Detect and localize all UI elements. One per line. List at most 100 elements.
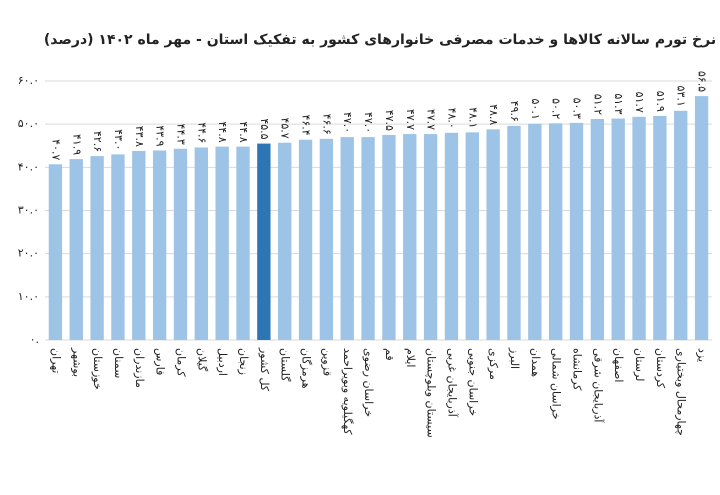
x-tick-label: هرمزگان [300,348,313,389]
bar [152,150,167,340]
x-tick-label: همدان [529,348,542,377]
bar [569,122,584,340]
x-tick-label: آذربایجان شرقی [591,348,605,423]
value-label: ۴۳.۹ [154,125,167,146]
x-tick-label: اصفهان [612,348,625,382]
value-label: ۴۵.۵ [258,118,271,139]
y-tick-label: ۱۰.۰ [18,290,39,303]
bar [236,146,250,340]
value-label: ۴۹.۶ [508,101,521,122]
x-tick-label: کرمانشاه [571,348,584,391]
bar [382,134,396,340]
bar [549,123,563,340]
value-label: ۵۰.۲ [550,98,563,119]
bar [486,129,500,340]
x-tick-label: کهگیلویه وبویراحمد [341,348,354,435]
value-label: ۴۷.۷ [425,109,438,130]
x-tick-label: سمنان [112,348,125,378]
value-label: ۴۲.۶ [91,131,104,152]
x-tick-label: خراسان شمالی [550,348,563,420]
value-label: ۴۶.۴ [300,114,313,135]
bar [361,137,375,340]
x-tick-label: فارس [154,348,167,375]
bar [278,142,292,340]
value-label: ۴۱.۹ [70,134,83,155]
x-tick-label: خراسان جنوبی [466,348,479,416]
bar [590,118,605,340]
bar [215,146,229,340]
bar [528,123,542,340]
value-label: ۴۴.۸ [237,121,250,142]
value-label: ۴۷.۷ [404,109,417,130]
value-label: ۴۳.۰ [112,129,125,150]
x-tick-label: تهران [49,348,62,373]
x-tick-label: البرز [508,347,521,369]
x-tick-label: قزوین [320,348,333,376]
x-tick-label: یزد [696,348,709,362]
y-tick-label: ۵۰.۰ [18,117,39,130]
x-tick-label: قم [383,348,396,361]
x-tick-label: کردستان [654,348,667,389]
bar [674,110,688,340]
bar [69,159,83,340]
chart-title: نرخ تورم سالانه کالاها و خدمات مصرفی خان… [44,32,716,48]
bar [90,156,104,340]
bar [444,132,459,340]
value-label: ۴۸.۰ [445,108,458,129]
bar [403,134,417,340]
bar [465,132,479,340]
value-label: ۴۴.۳ [174,124,187,145]
y-tick-label: ۳۰.۰ [18,204,39,217]
y-tick-label: ۶۰.۰ [18,74,39,87]
value-label: ۴۰.۷ [49,139,62,160]
value-label: ۵۰.۳ [571,98,584,119]
y-tick-label: ۲۰.۰ [18,247,39,260]
x-tick-label: زنجان [237,348,250,375]
x-tick-label: ایلام [404,348,417,368]
value-label: ۴۳.۸ [133,126,146,147]
value-label: ۵۰.۱ [529,99,542,120]
x-tick-label: چهارمحال وبختیاری [675,348,688,436]
bar [319,138,334,340]
y-tick-label: ۴۰.۰ [18,160,39,173]
x-tick-label: سیستان وبلوچستان [425,348,438,438]
x-tick-label: اردبیل [216,348,229,376]
value-label: ۴۴.۸ [216,121,229,142]
x-tick-label: خراسان رضوی [362,348,375,417]
value-label: ۴۴.۶ [195,122,208,143]
x-tick-label: بوشهر [70,347,83,377]
value-label: ۴۵.۷ [279,117,292,138]
value-label: ۴۸.۸ [487,104,500,125]
y-tick-label: ۰. [30,333,39,346]
value-label: ۴۷.۵ [383,110,396,131]
bar [653,115,667,340]
value-label: ۵۱.۹ [654,91,667,112]
bar [111,154,125,340]
value-label: ۴۶.۶ [320,114,333,135]
x-tick-label: گلستان [279,348,292,382]
x-tick-label: خوزستان [91,348,104,390]
bar [194,147,208,340]
bar [340,137,354,340]
x-tick-label: لرستان [633,348,646,381]
x-tick-label: کل کشور [258,347,271,392]
value-label: ۵۱.۲ [591,94,604,115]
bar [423,134,438,340]
value-label: ۵۱.۳ [612,93,625,114]
x-tick-label: مرکزی [487,348,500,380]
bar [48,164,63,340]
x-tick-label: آذربایجان غربی [445,348,459,418]
bar [694,96,709,340]
bar [632,116,646,340]
value-label: ۵۱.۷ [633,92,646,113]
bar [298,139,313,340]
value-label: ۵۶.۵ [696,71,709,92]
value-label: ۵۳.۱ [675,86,688,107]
value-label: ۴۷.۰ [341,112,354,133]
value-label: ۴۷.۰ [362,112,375,133]
bar [257,143,271,340]
x-tick-label: گیلان [195,348,208,372]
bar [507,125,521,340]
bar [173,148,188,340]
